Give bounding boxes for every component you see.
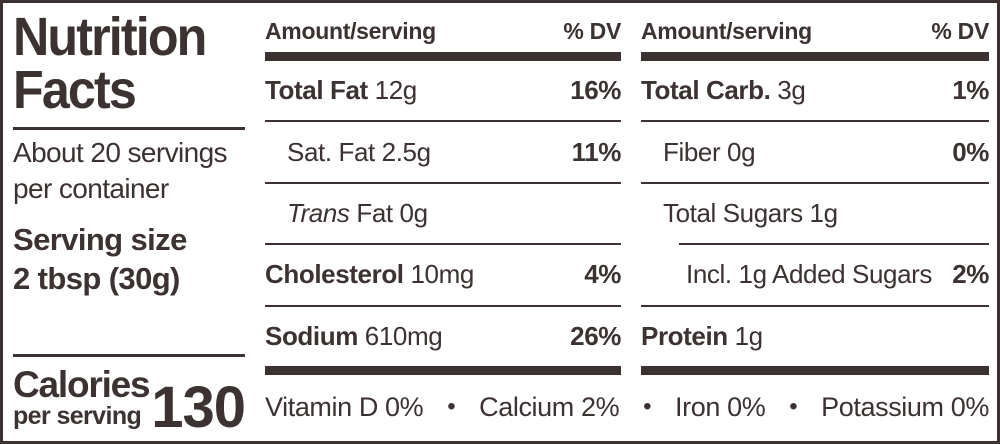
title-line-2: Facts <box>13 60 137 121</box>
calories-sublabel: per serving <box>13 402 142 431</box>
carb-column-header: Amount/serving % DV <box>641 9 989 52</box>
label-title: Nutrition Facts <box>13 7 229 121</box>
nutrient-row-total-sugars: Total Sugars 1g <box>663 198 838 229</box>
servings-per-container: About 20 servings per container <box>13 135 245 207</box>
dv-value: 11% <box>571 136 622 167</box>
serving-size: Serving size 2 tbsp (30g) <box>13 220 245 299</box>
row-divider <box>641 120 989 123</box>
servings-line-1: About 20 servings <box>13 136 228 168</box>
thick-rule <box>265 366 621 376</box>
fat-column-header: Amount/serving % DV <box>265 9 621 52</box>
row-divider-indented <box>679 243 989 246</box>
row-divider <box>641 181 989 184</box>
bullet-separator: • <box>789 393 798 420</box>
dv-value: 26% <box>570 320 621 351</box>
fat-column: Amount/serving % DV Total Fat 12g 16% Sa… <box>265 9 622 376</box>
bullet-separator: • <box>643 393 652 420</box>
row-divider <box>265 243 621 246</box>
thick-rule <box>641 366 989 376</box>
nutrient-row-sodium: Sodium 610mg 26% <box>265 320 621 351</box>
nutrient-row-total-fat: Total Fat 12g 16% <box>265 75 621 106</box>
calories-block: Calories per serving 130 <box>13 357 246 440</box>
percent-dv-heading: % DV <box>931 18 989 44</box>
amount-per-serving-heading: Amount/serving <box>265 18 436 44</box>
nutrient-row-protein: Protein 1g <box>641 320 763 351</box>
overview-column: Nutrition Facts About 20 servings per co… <box>13 7 246 440</box>
nutrient-row-sat-fat: Sat. Fat 2.5g 11% <box>287 136 622 167</box>
row-divider <box>265 304 621 307</box>
iron-value: Iron 0% <box>675 391 766 422</box>
percent-dv-heading: % DV <box>563 18 621 44</box>
calories-divider <box>13 354 245 358</box>
dv-value: 2% <box>952 259 989 290</box>
row-divider <box>265 120 621 123</box>
calories-labels: Calories per serving <box>13 364 151 431</box>
serving-size-label: Serving size <box>13 221 187 257</box>
vitamin-d-value: Vitamin D 0% <box>265 391 424 422</box>
nutrient-row-fiber: Fiber 0g 0% <box>663 136 989 167</box>
servings-line-2: per container <box>13 172 169 204</box>
thick-rule <box>641 52 989 61</box>
serving-size-value: 2 tbsp (30g) <box>13 261 180 297</box>
potassium-value: Potassium 0% <box>821 391 989 422</box>
row-divider <box>641 304 989 307</box>
dv-value: 16% <box>570 75 621 106</box>
calories-value: 130 <box>151 374 246 440</box>
dv-value: 4% <box>584 259 621 290</box>
nutrient-row-cholesterol: Cholesterol 10mg 4% <box>265 259 621 290</box>
nutrient-row-total-carb: Total Carb. 3g 1% <box>641 75 989 106</box>
thick-rule <box>265 52 621 61</box>
nutrient-row-trans-fat: Trans Fat 0g <box>287 198 428 229</box>
bullet-separator: • <box>447 393 456 420</box>
nutrient-row-added-sugars: Incl. 1g Added Sugars 2% <box>686 259 989 290</box>
calories-label: Calories <box>13 364 151 406</box>
carb-column: Amount/serving % DV Total Carb. 3g 1% Fi… <box>641 9 989 376</box>
amount-per-serving-heading: Amount/serving <box>641 18 812 44</box>
title-divider <box>13 126 245 130</box>
dv-value: 0% <box>952 136 989 167</box>
micronutrients-row: Vitamin D 0% • Calcium 2% • Iron 0% • Po… <box>265 375 989 435</box>
calcium-value: Calcium 2% <box>479 391 620 422</box>
dv-value: 1% <box>952 75 989 106</box>
title-line-1: Nutrition <box>13 7 207 67</box>
row-divider <box>265 181 621 184</box>
